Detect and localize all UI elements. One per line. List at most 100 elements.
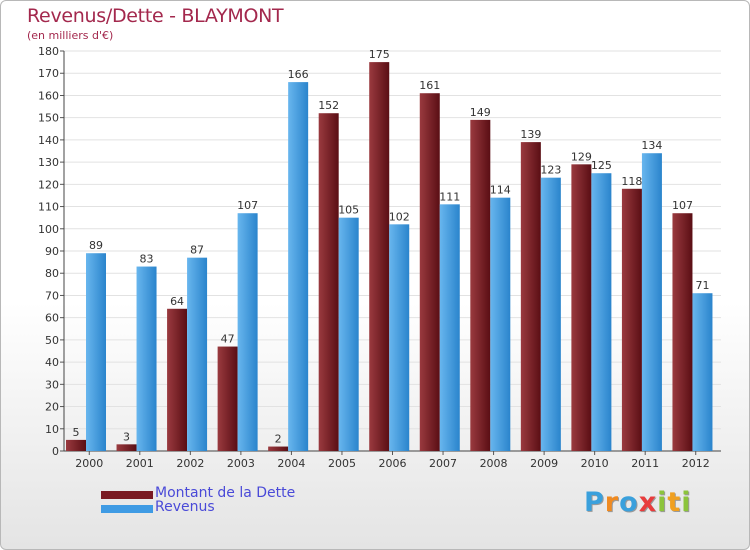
bar-dette-2005 [318, 113, 339, 451]
bar-dette-2010 [571, 164, 592, 452]
bar-dette-2002 [167, 308, 188, 451]
legend-swatch-dette [101, 491, 153, 499]
data-label-revenus-2005: 105 [338, 204, 359, 217]
y-tick-label-40: 40 [45, 356, 59, 369]
logo-letter-1: r [604, 487, 620, 518]
data-label-dette-2005: 152 [318, 99, 339, 112]
x-tick-label-2012: 2012 [682, 457, 710, 470]
proxiti-logo: Proxiti [584, 487, 692, 518]
data-label-dette-2006: 175 [369, 48, 390, 61]
data-label-dette-2002: 64 [170, 295, 184, 308]
bar-revenus-2012 [692, 293, 713, 451]
bar-revenus-2000 [86, 253, 106, 451]
logo-letter-6: i [681, 487, 692, 518]
y-tick-label-160: 160 [38, 89, 59, 102]
data-label-dette-2011: 118 [621, 175, 642, 188]
logo-letter-0: P [584, 487, 605, 518]
data-label-revenus-2007: 111 [439, 190, 460, 203]
x-tick-label-2007: 2007 [429, 457, 457, 470]
bar-dette-2000 [66, 439, 86, 451]
y-tick-label-130: 130 [38, 156, 59, 169]
y-tick-label-60: 60 [45, 312, 59, 325]
x-tick-label-2005: 2005 [328, 457, 356, 470]
data-label-revenus-2012: 71 [695, 279, 709, 292]
bar-dette-2003 [217, 346, 238, 451]
y-tick-label-80: 80 [45, 267, 59, 280]
y-tick-label-70: 70 [45, 289, 59, 302]
x-tick-label-2006: 2006 [379, 457, 407, 470]
logo-letter-2: o [619, 487, 639, 518]
data-label-dette-2004: 2 [275, 433, 282, 446]
bar-dette-2001 [116, 444, 137, 451]
y-tick-label-120: 120 [38, 178, 59, 191]
x-tick-label-2010: 2010 [581, 457, 609, 470]
bar-dette-2004 [268, 446, 289, 451]
data-label-dette-2009: 139 [520, 128, 541, 141]
chart-title: Revenus/Dette - BLAYMONT [27, 5, 284, 27]
data-label-revenus-2008: 114 [490, 184, 511, 197]
data-label-revenus-2006: 102 [389, 210, 410, 223]
data-label-revenus-2001: 83 [140, 253, 154, 266]
y-tick-label-0: 0 [52, 445, 59, 458]
data-label-dette-2012: 107 [672, 199, 693, 212]
bar-dette-2011 [621, 188, 642, 451]
x-tick-label-2009: 2009 [530, 457, 558, 470]
logo-letter-3: x [638, 487, 658, 518]
x-tick-label-2001: 2001 [126, 457, 154, 470]
bar-revenus-2001 [136, 266, 157, 451]
bar-revenus-2008 [490, 197, 511, 451]
data-label-revenus-2000: 89 [89, 239, 103, 252]
bar-revenus-2009 [540, 177, 561, 451]
bar-revenus-2002 [187, 257, 208, 451]
x-tick-label-2002: 2002 [176, 457, 204, 470]
legend-label-revenus: Revenus [155, 499, 215, 515]
x-tick-label-2004: 2004 [277, 457, 305, 470]
bar-dette-2008 [470, 119, 491, 451]
x-tick-label-2000: 2000 [75, 457, 103, 470]
data-label-dette-2008: 149 [470, 106, 491, 119]
bar-revenus-2005 [338, 217, 359, 451]
legend-label-dette: Montant de la Dette [155, 485, 296, 501]
legend-swatch-revenus [101, 505, 153, 513]
data-label-revenus-2003: 107 [237, 199, 258, 212]
bar-dette-2007 [419, 93, 440, 451]
y-tick-label-170: 170 [38, 67, 59, 80]
y-tick-label-100: 100 [38, 223, 59, 236]
data-label-dette-2001: 3 [123, 430, 130, 443]
data-label-revenus-2009: 123 [540, 164, 561, 177]
logo-letter-4: i [657, 487, 668, 518]
data-label-dette-2010: 129 [571, 150, 592, 163]
bar-revenus-2011 [641, 153, 662, 451]
logo-letter-5: t [667, 487, 682, 518]
bar-revenus-2004 [288, 82, 309, 451]
data-label-dette-2007: 161 [419, 79, 440, 92]
y-tick-label-150: 150 [38, 112, 59, 125]
y-tick-label-20: 20 [45, 401, 59, 414]
data-label-dette-2000: 5 [73, 426, 80, 439]
y-tick-label-50: 50 [45, 334, 59, 347]
bar-dette-2009 [520, 142, 541, 451]
bar-revenus-2006 [389, 224, 410, 451]
bar-dette-2012 [672, 213, 693, 451]
data-label-revenus-2011: 134 [641, 139, 662, 152]
data-label-revenus-2010: 125 [591, 159, 612, 172]
bar-revenus-2010 [591, 173, 612, 451]
y-tick-label-10: 10 [45, 423, 59, 436]
data-label-revenus-2002: 87 [190, 244, 204, 257]
x-tick-label-2008: 2008 [480, 457, 508, 470]
data-label-dette-2003: 47 [221, 333, 235, 346]
chart-subtitle: (en milliers d'€) [27, 29, 114, 42]
x-tick-label-2011: 2011 [631, 457, 659, 470]
y-tick-label-90: 90 [45, 245, 59, 258]
bar-revenus-2007 [439, 204, 460, 451]
y-tick-label-110: 110 [38, 201, 59, 214]
y-tick-label-180: 180 [38, 45, 59, 58]
data-label-revenus-2004: 166 [288, 68, 309, 81]
x-tick-label-2003: 2003 [227, 457, 255, 470]
bar-revenus-2003 [237, 213, 258, 451]
y-tick-label-30: 30 [45, 378, 59, 391]
y-tick-label-140: 140 [38, 134, 59, 147]
bar-dette-2006 [369, 62, 390, 451]
